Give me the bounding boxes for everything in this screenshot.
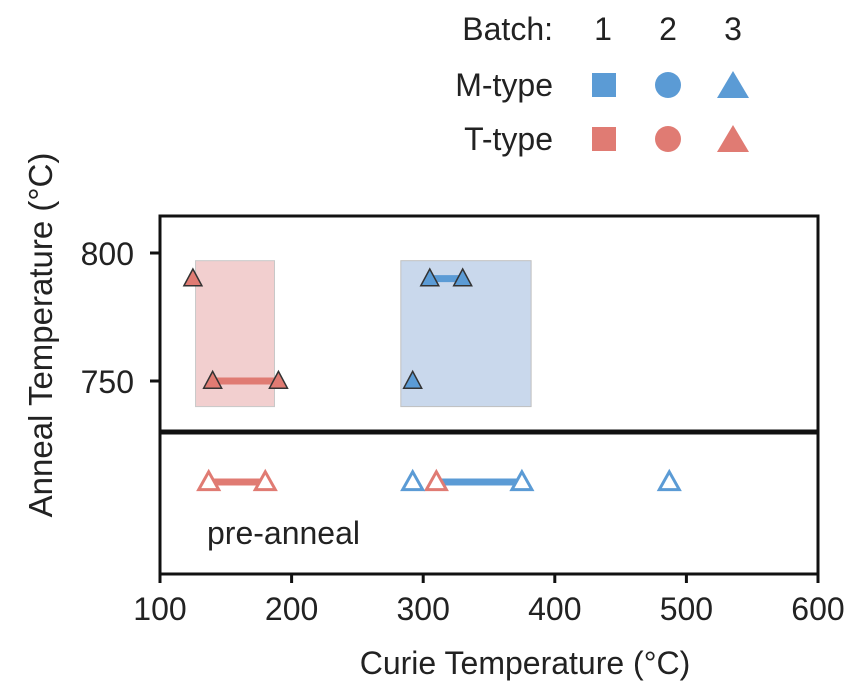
t-type-point-4 xyxy=(252,468,278,492)
m-type-point-5 xyxy=(656,468,682,492)
legend-m-type-label: M-type xyxy=(455,67,553,103)
legend-batch-label: Batch: xyxy=(462,11,553,47)
x-tick-label-200: 200 xyxy=(265,591,318,627)
data-marks xyxy=(182,267,682,492)
t-type-point-1 xyxy=(202,369,223,389)
y-tick-label-750: 750 xyxy=(81,364,134,400)
legend: Batch: 1 2 3 M-type T-type xyxy=(455,11,749,157)
legend-t-type-circle-marker xyxy=(655,126,681,152)
m-type-point-2 xyxy=(402,369,423,389)
x-axis-ticks: 100 200 300 400 500 600 xyxy=(133,574,845,627)
x-tick-label-300: 300 xyxy=(397,591,450,627)
x-tick-label-600: 600 xyxy=(791,591,844,627)
lower-plot-frame xyxy=(158,430,820,576)
t-type-point-3 xyxy=(196,468,222,492)
x-tick-label-100: 100 xyxy=(133,591,186,627)
legend-m-type-triangle-marker xyxy=(717,71,749,98)
legend-batch-2: 2 xyxy=(659,11,677,47)
m-type-point-4 xyxy=(509,468,535,492)
m-type-point-3 xyxy=(400,468,426,492)
y-axis-label: Anneal Temperature (°C) xyxy=(22,153,59,518)
x-tick-label-500: 500 xyxy=(660,591,713,627)
legend-t-type-label: T-type xyxy=(464,121,553,157)
t-type-point-2 xyxy=(268,369,289,389)
legend-m-type-circle-marker xyxy=(655,72,681,98)
x-tick-label-400: 400 xyxy=(528,591,581,627)
y-tick-label-800: 800 xyxy=(81,236,134,272)
legend-t-type-triangle-marker xyxy=(717,125,749,152)
legend-t-type-square-marker xyxy=(592,127,616,151)
t-type-point-0 xyxy=(182,267,204,287)
t-type-point-5 xyxy=(423,468,449,492)
legend-batch-1: 1 xyxy=(594,11,612,47)
m-type-point-1 xyxy=(452,267,473,287)
legend-batch-3: 3 xyxy=(724,11,742,47)
legend-m-type-square-marker xyxy=(592,73,616,97)
x-axis-label: Curie Temperature (°C) xyxy=(360,645,691,681)
m-type-point-0 xyxy=(419,267,441,287)
pre-anneal-annotation: pre-anneal xyxy=(207,515,360,551)
